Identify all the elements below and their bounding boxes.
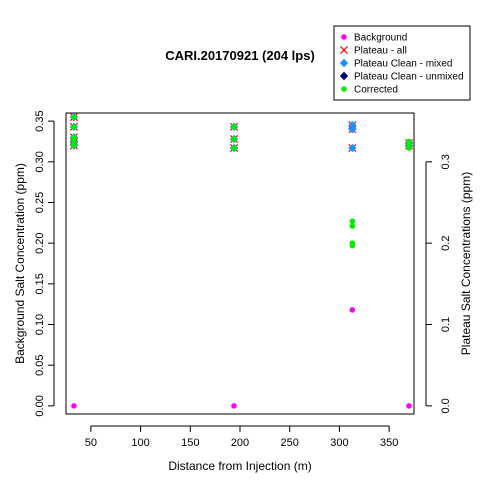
x-tick-label: 150 (181, 437, 199, 449)
y-tick-label: 0.15 (34, 273, 46, 294)
data-point (406, 138, 412, 145)
data-point (231, 136, 237, 142)
data-point (406, 145, 412, 151)
x-tick-label: 350 (380, 437, 398, 449)
legend-marker (341, 34, 347, 40)
series-2 (69, 112, 414, 153)
legend: Background Plateau - all Plateau Clean - m… (333, 25, 471, 101)
data-point (71, 403, 77, 409)
legend-marker-stroke (339, 45, 349, 55)
x-tick-label: 200 (231, 437, 249, 449)
legend-label: Plateau - all (354, 46, 407, 57)
legend-marker (339, 71, 349, 81)
legend-marker (339, 58, 349, 68)
y2-tick-label: 0.2 (440, 236, 452, 251)
data-point (349, 223, 356, 229)
axes-group: 50 100 150 200 250 300 3500.000.050.100.150.20… (34, 110, 452, 449)
data-point (71, 138, 77, 145)
series-0 (71, 307, 412, 409)
data-point (349, 307, 356, 313)
data-point (231, 124, 237, 130)
x-tick-label: 300 (330, 437, 348, 449)
data-point (71, 134, 77, 141)
data-point (71, 124, 77, 130)
legend-label: Plateau Clean - mixed (354, 59, 452, 70)
plot-frame (65, 112, 415, 415)
legend-box (333, 25, 471, 101)
x-axis-title: Distance from Injection (m) (168, 459, 311, 473)
x-tick-label: 250 (281, 437, 299, 449)
legend-marker (341, 86, 347, 92)
y2-axis-title: Plateau Salt Concentrations (ppm) (459, 172, 473, 355)
y2-tick-label: 0.0 (440, 398, 452, 413)
data-point (349, 218, 356, 224)
data-point (349, 242, 356, 249)
y-tick-label: 0.10 (34, 314, 46, 335)
data-point (231, 145, 237, 151)
y-tick-label: 0.25 (34, 192, 46, 213)
y-axis-title: Background Salt Concentration (ppm) (13, 163, 27, 364)
legend-label: Plateau Clean - unmixed (354, 72, 464, 83)
y-tick-label: 0.30 (34, 151, 46, 172)
y-tick-label: 0.20 (34, 232, 46, 253)
chart-title: CARI.20170921 (204 lps) (165, 48, 315, 63)
y-tick-label: 0.05 (34, 354, 46, 375)
y-tick-label: 0.35 (34, 110, 46, 131)
data-point (406, 403, 412, 409)
x-tick-label: 50 (85, 437, 97, 449)
y-tick-label: 0.00 (34, 395, 46, 416)
data-point (231, 403, 237, 409)
y2-tick-label: 0.1 (440, 317, 452, 332)
legend-marker (339, 45, 349, 55)
x-tick-label: 100 (131, 437, 149, 449)
series-4 (71, 114, 412, 249)
data-point (71, 114, 77, 120)
data-point (71, 142, 77, 149)
points-group (69, 112, 414, 409)
y2-tick-label: 0.3 (440, 154, 452, 169)
data-point (348, 125, 357, 134)
data-point (348, 143, 357, 153)
legend-label: Background (354, 33, 407, 44)
legend-label: Corrected (354, 85, 398, 96)
series-1 (69, 113, 414, 153)
